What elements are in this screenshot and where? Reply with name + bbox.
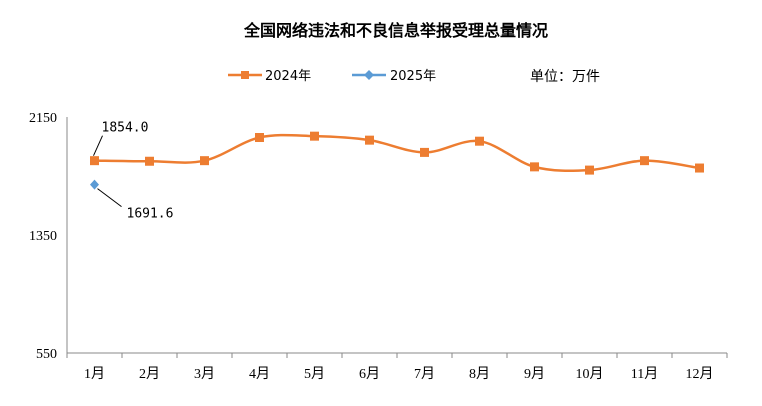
x-tick-label: 2月 [139,366,160,382]
series-2024-point [585,165,594,175]
x-tick-label: 3月 [194,366,215,382]
series-2025-point [90,179,99,190]
legend-label-2024: 2024年 [265,69,311,84]
legend: 2024年 2025年 单位：万件 [228,69,600,85]
data-label-leader [97,188,122,208]
x-tick-label: 9月 [524,366,545,382]
y-tick-label: 1350 [29,229,57,244]
series-2024-point [475,136,484,146]
series-2024-point [310,131,319,141]
series-2024-line [94,133,700,173]
plot-area: 1854.0 1691.6 [90,121,704,222]
series-2024-point [420,147,429,157]
unit-label: 单位：万件 [530,69,600,85]
x-tick-label: 4月 [249,366,270,382]
data-label-leader [93,135,103,156]
legend-label-2025: 2025年 [390,69,436,84]
legend-marker-2024 [241,71,249,79]
y-tick-label: 2150 [29,111,57,126]
axes: 1月 2月 3月 4月 5月 6月 7月 8月 9月 10月 11月 12月 550 1350 2150 [29,111,728,382]
series-2024-point [365,135,374,145]
x-tick-label: 12月 [686,366,714,382]
series-2024-point [640,156,649,166]
y-tick-label: 550 [36,347,57,362]
x-tick-label: 1月 [84,366,105,382]
series-2024-point [90,156,99,166]
x-tick-label: 11月 [631,366,658,382]
x-tick-label: 7月 [414,366,435,382]
x-tick-label: 8月 [469,366,490,382]
series-2024-point [530,162,539,172]
x-tick-label: 5月 [304,366,325,382]
series-2024-point [145,156,154,166]
series-2024-point [200,156,209,166]
x-tick-label: 6月 [359,366,380,382]
chart-title: 全国网络违法和不良信息举报受理总量情况 [243,21,548,40]
data-label-2024-jan: 1854.0 [102,121,149,136]
series-2024-point [255,133,264,143]
x-tick-label: 10月 [576,366,604,382]
series-2024-point [695,163,704,173]
legend-marker-2025 [364,70,374,80]
data-label-2025-jan: 1691.6 [127,207,174,222]
